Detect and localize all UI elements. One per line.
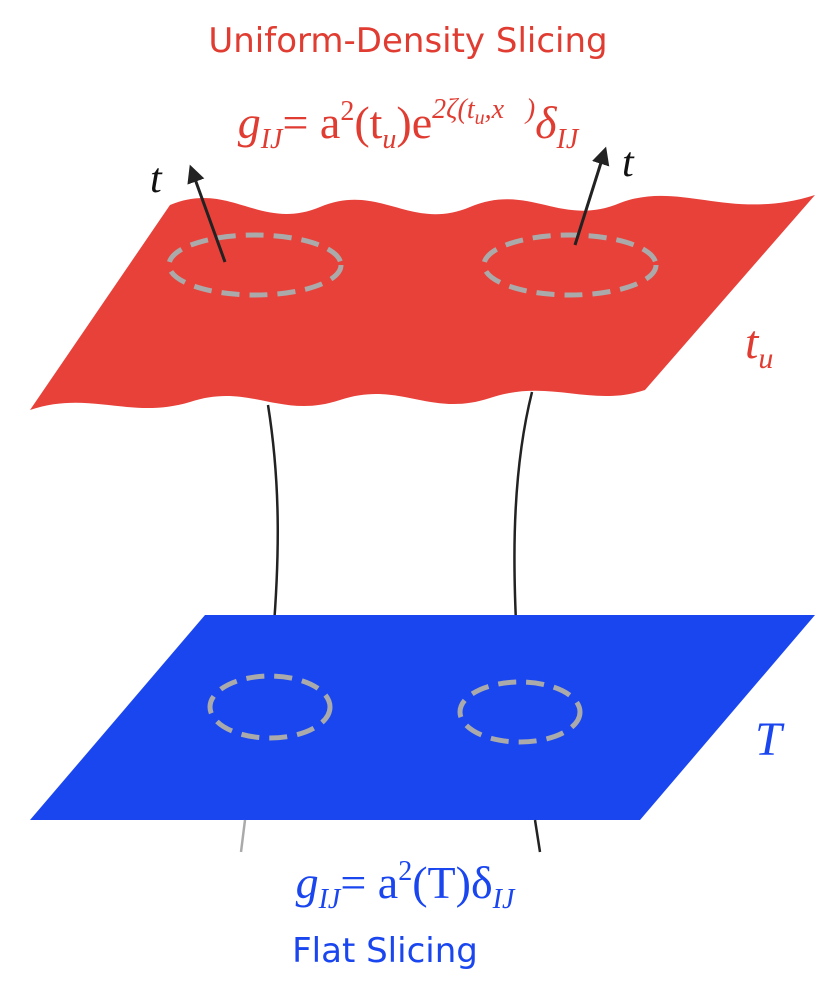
eq-sub: IJ xyxy=(260,124,284,155)
eq-sub: u xyxy=(382,124,396,155)
eq-sub: IJ xyxy=(492,884,516,915)
eq-sup: ,x⃗) xyxy=(485,94,536,125)
normal-label: t xyxy=(622,140,635,186)
eq-part: δ xyxy=(535,97,557,148)
eq-part: = a xyxy=(282,97,340,148)
uniform-density-surface xyxy=(30,195,815,410)
flat-surface xyxy=(30,615,815,820)
eq-sub: u xyxy=(475,107,485,129)
worldline xyxy=(535,820,540,852)
eq-part: )e xyxy=(396,97,432,148)
page: {"top": {"title": "Uniform-Density Slici… xyxy=(0,0,817,996)
eq-part: g xyxy=(296,857,319,908)
worldline xyxy=(241,820,245,852)
top-equation: gIJ= a2(tu)e2ζ(tu,x⃗)δIJ xyxy=(238,94,580,155)
eq-sup: 2 xyxy=(340,96,354,127)
label-sub: u xyxy=(758,342,773,375)
eq-part: = a xyxy=(340,857,398,908)
surface-label: tu xyxy=(745,316,773,375)
eq-sub: IJ xyxy=(318,884,342,915)
eq-sub: IJ xyxy=(556,124,580,155)
eq-sup: 2 xyxy=(398,856,412,887)
bottom-title: Flat Slicing xyxy=(292,931,478,971)
eq-part: (T)δ xyxy=(412,857,492,908)
eq-part: (t xyxy=(354,97,382,148)
bottom-equation: gIJ= a2(T)δIJ xyxy=(296,856,516,915)
surface-label: T xyxy=(755,713,785,766)
eq-part: g xyxy=(238,97,261,148)
normal-label: t xyxy=(150,156,163,202)
top-title: Uniform-Density Slicing xyxy=(208,21,607,61)
diagram: Uniform-Density Slicing gIJ= a2(tu)e2ζ(t… xyxy=(0,0,817,996)
eq-sup: 2ζ(t xyxy=(432,94,476,125)
